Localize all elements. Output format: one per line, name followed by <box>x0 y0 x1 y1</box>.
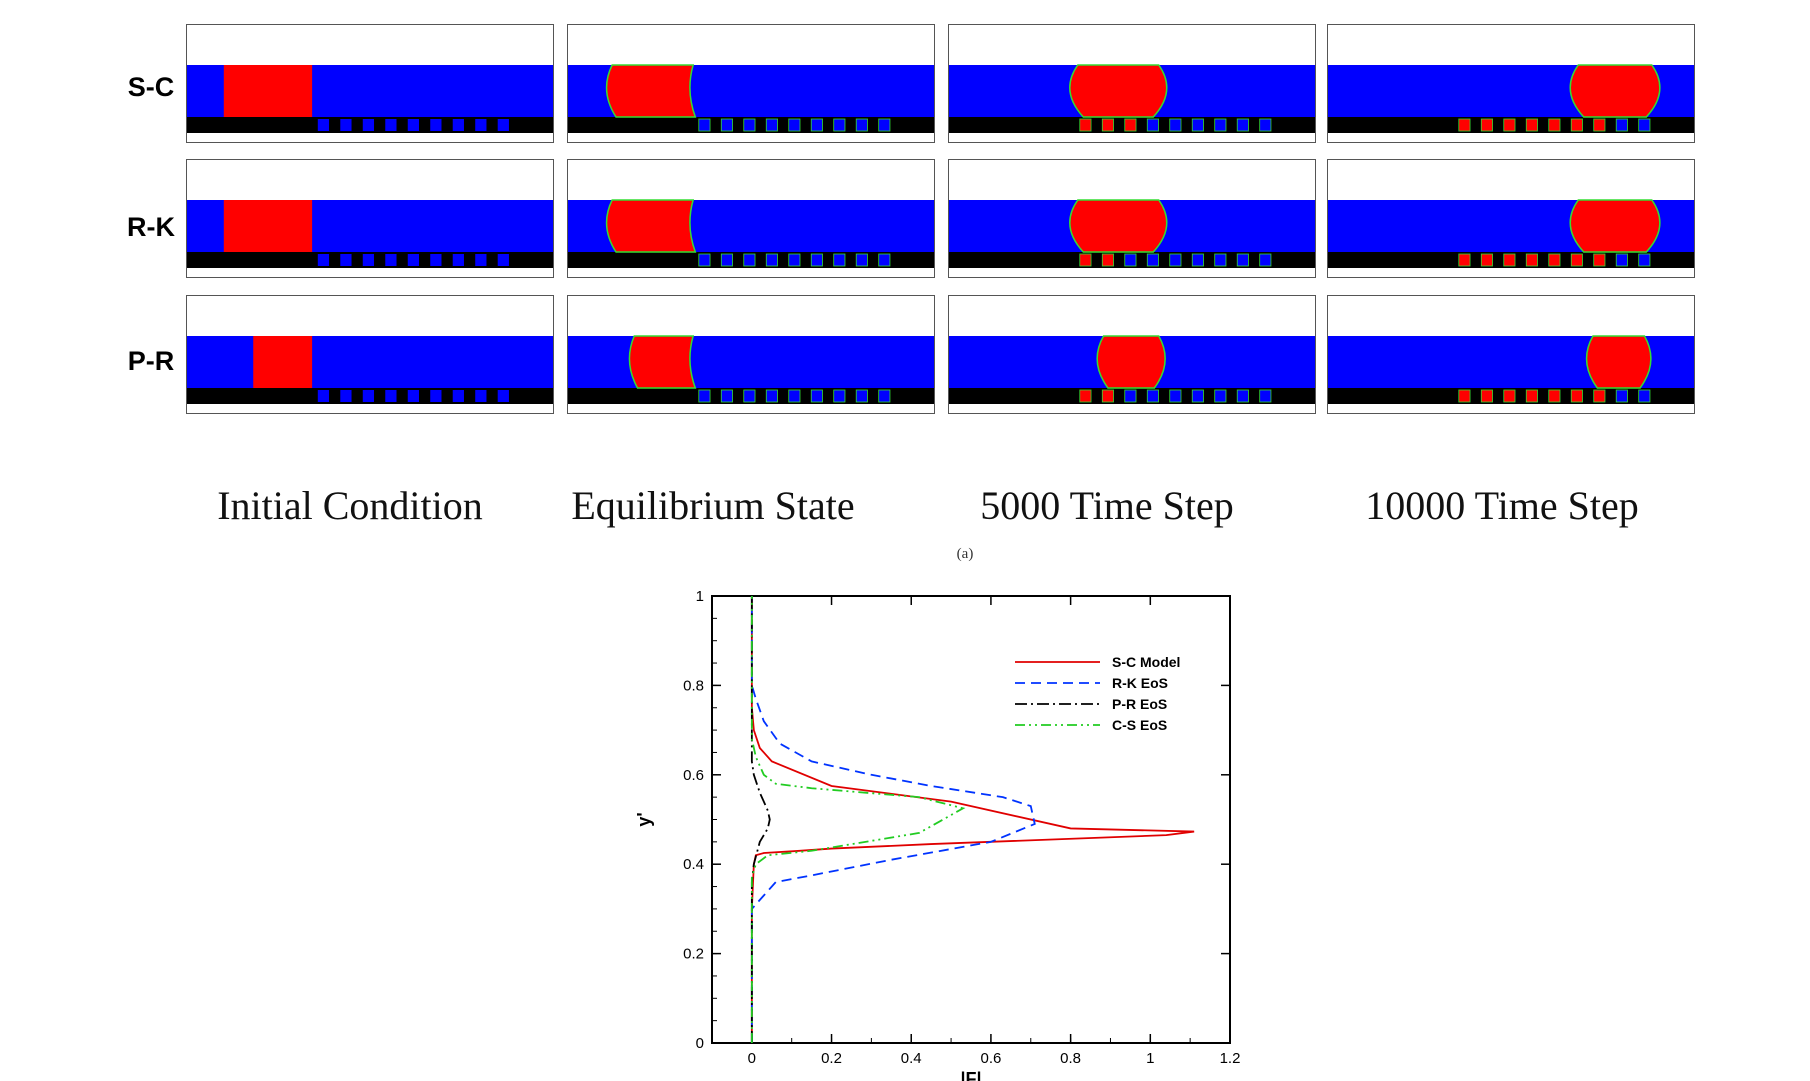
row-label-pr: P-R <box>127 346 175 376</box>
panel-rk-5000 <box>948 159 1316 278</box>
y-axis-label: y' <box>634 812 654 826</box>
panel-sc-5000 <box>948 24 1316 143</box>
panel-pr-10000 <box>1327 295 1695 414</box>
legend-label-1: S-C Model <box>1112 654 1180 670</box>
panel-rk-equilibrium <box>567 159 935 278</box>
x-tick-label: 0 <box>748 1050 756 1067</box>
row-label-rk: R-K <box>127 212 175 242</box>
column-label-initial-condition: Initial Condition <box>217 483 483 528</box>
panel-rk-initial <box>186 159 554 278</box>
series-line-1 <box>750 596 1195 1043</box>
column-label-10000-time-step: 10000 Time Step <box>1365 483 1639 528</box>
x-axis-label: |F| <box>960 1069 981 1081</box>
column-label-equilibrium-state: Equilibrium State <box>571 483 855 528</box>
x-tick-label: 1.2 <box>1220 1050 1241 1067</box>
plot-frame <box>711 595 1231 1044</box>
subfigure-label: (a) <box>956 546 974 562</box>
panel-sc-initial <box>186 24 554 143</box>
panel-sc-equilibrium <box>567 24 935 143</box>
legend-label-2: R-K EoS <box>1112 675 1168 691</box>
y-tick-label: 0.2 <box>683 946 704 963</box>
x-tick-label: 0.4 <box>901 1050 922 1067</box>
x-tick-label: 0.6 <box>980 1050 1001 1067</box>
legend-label-4: C-S EoS <box>1112 717 1167 733</box>
panel-pr-5000 <box>948 295 1316 414</box>
series-line-4 <box>750 596 966 1043</box>
row-label-sc: S-C <box>127 72 175 102</box>
panel-rk-10000 <box>1327 159 1695 278</box>
panel-pr-equilibrium <box>567 295 935 414</box>
y-tick-label: 0 <box>696 1035 704 1052</box>
y-tick-label: 0.4 <box>683 856 704 873</box>
panel-pr-initial <box>186 295 554 414</box>
y-tick-label: 0.8 <box>683 677 704 694</box>
series-line-2 <box>750 596 1036 1043</box>
y-tick-label: 1 <box>696 588 704 605</box>
legend-label-3: P-R EoS <box>1112 696 1167 712</box>
y-tick-label: 0.6 <box>683 767 704 784</box>
panel-sc-10000 <box>1327 24 1695 143</box>
series-line-3 <box>750 596 771 1043</box>
x-tick-label: 1 <box>1146 1050 1154 1067</box>
x-tick-label: 0.2 <box>821 1050 842 1067</box>
column-label-5000-time-step: 5000 Time Step <box>980 483 1234 528</box>
x-tick-label: 0.8 <box>1060 1050 1081 1067</box>
